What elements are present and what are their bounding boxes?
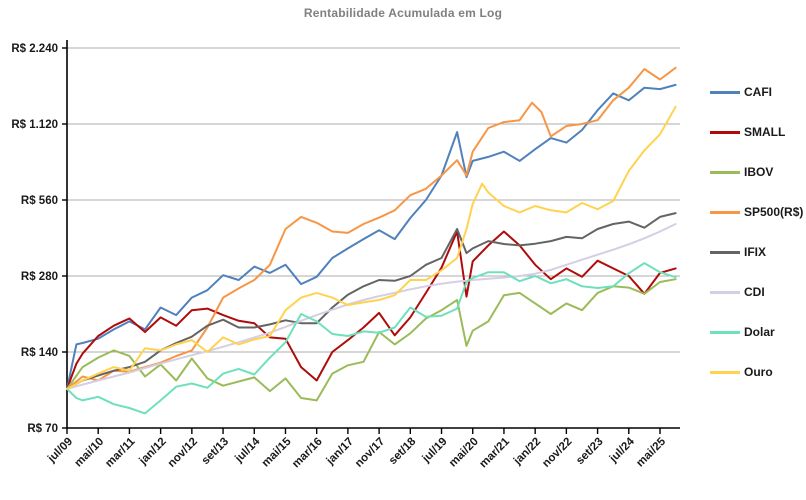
x-tick-label: set/13 (200, 436, 232, 468)
legend-swatch (710, 170, 740, 174)
series-line-small (66, 230, 677, 390)
x-tick-label: jul/09 (45, 436, 75, 466)
x-tick-label: jul/24 (607, 435, 637, 465)
legend-label: CAFI (744, 85, 772, 99)
y-tick-label: R$ 2.240 (11, 43, 58, 55)
series-line-sp500r (66, 66, 677, 390)
y-tick-label: R$ 70 (27, 423, 58, 435)
y-tick-label: R$ 1.120 (11, 119, 58, 131)
x-tick-label: mai/10 (73, 436, 107, 470)
x-tick-label: mai/15 (260, 435, 294, 469)
legend-label: Ouro (744, 365, 773, 379)
x-tick-label: nov/22 (540, 436, 574, 470)
x-tick-label: mar/21 (477, 435, 512, 470)
legend-label: SP500(R$) (744, 205, 804, 219)
series-line-dolar (66, 262, 677, 415)
x-tick-label: mar/11 (103, 435, 138, 470)
x-tick-label: set/18 (387, 435, 419, 467)
chart-title: Rentabilidade Acumulada em Log (303, 6, 503, 20)
y-tick-label: R$ 560 (21, 195, 58, 207)
y-tick-label: R$ 140 (21, 347, 58, 359)
legend-item-ibov: IBOV (710, 152, 806, 192)
legend-label: IBOV (744, 165, 774, 179)
legend-label: CDI (744, 285, 765, 299)
legend: CAFI SMALL IBOV SP500(R$) IFIX CDI Dolar Ouro (710, 72, 806, 392)
series-line-ouro (66, 105, 677, 390)
x-tick-label: nov/17 (353, 436, 387, 470)
legend-swatch (710, 330, 740, 334)
series-line-cdi (66, 223, 677, 390)
x-tick-label: jul/14 (232, 435, 262, 465)
x-tick-label: set/23 (574, 436, 606, 468)
legend-swatch (710, 370, 740, 374)
series-line-cafi (66, 83, 677, 390)
legend-label: SMALL (744, 125, 786, 139)
legend-item-dolar: Dolar (710, 312, 806, 352)
legend-swatch (710, 130, 740, 134)
x-tick-label: jan/22 (511, 436, 543, 468)
legend-item-cdi: CDI (710, 272, 806, 312)
x-tick-label: mai/20 (447, 436, 481, 470)
legend-swatch (710, 210, 740, 214)
y-tick-label: R$ 280 (21, 271, 58, 283)
x-tick-label: jul/19 (420, 436, 450, 466)
x-tick-label: mai/25 (634, 435, 668, 469)
x-tick-label: jan/17 (324, 436, 356, 468)
legend-swatch (710, 90, 740, 94)
legend-swatch (710, 290, 740, 294)
legend-item-cafi: CAFI (710, 72, 806, 112)
legend-item-small: SMALL (710, 112, 806, 152)
legend-item-ouro: Ouro (710, 352, 806, 392)
legend-item-ifix: IFIX (710, 232, 806, 272)
x-tick-label: nov/12 (166, 436, 200, 470)
x-tick-label: mar/16 (290, 436, 325, 471)
legend-item-sp500r: SP500(R$) (710, 192, 806, 232)
legend-label: Dolar (744, 325, 775, 339)
x-tick-label: jan/12 (137, 436, 169, 468)
legend-label: IFIX (744, 245, 767, 259)
legend-swatch (710, 250, 740, 254)
